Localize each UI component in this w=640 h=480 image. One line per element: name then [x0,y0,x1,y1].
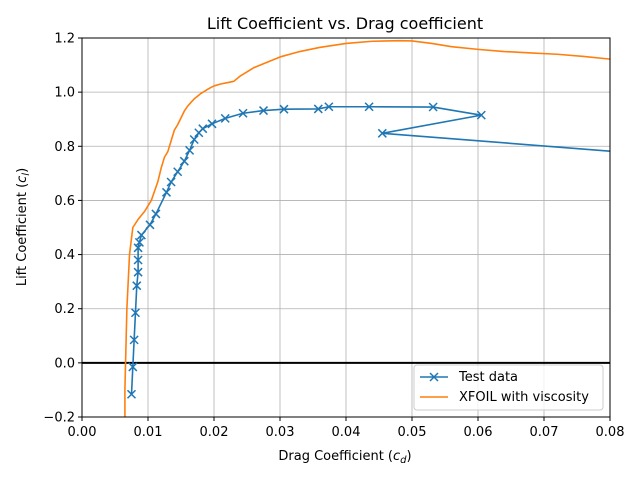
data-point-test-data-29 [476,110,486,120]
data-point-test-data-1 [128,362,138,372]
data-point-test-data-15 [179,156,189,166]
x-tick-label-1: 0.01 [134,425,163,440]
x-tick-label-8: 0.08 [596,425,625,440]
data-point-test-data-8 [134,237,144,247]
data-point-test-data-28 [428,102,438,112]
series-line-xfoil [124,39,610,417]
data-point-test-data-26 [324,102,334,112]
legend-marker-test-data [429,372,439,382]
data-point-test-data-20 [207,119,217,129]
data-point-test-data-17 [189,134,199,145]
data-point-test-data-12 [161,187,172,197]
x-tick-label-7: 0.07 [530,425,559,440]
y-tick-label-5: 0.8 [54,140,75,155]
data-point-test-data-13 [166,177,176,187]
y-tick-label-2: 0.2 [54,302,75,317]
series-group [124,39,610,417]
data-point-test-data-3 [130,308,140,318]
y-tick-label-4: 0.6 [54,194,75,209]
data-point-test-data-4 [132,281,142,291]
x-tick-label-4: 0.04 [332,425,361,440]
x-tick-label-2: 0.02 [200,425,229,440]
data-point-test-data-9 [136,230,146,240]
data-point-test-data-27 [364,102,374,112]
y-tick-label-6: 1.0 [54,86,75,101]
y-tick-label-0: −0.2 [43,411,75,426]
legend-box [413,364,604,411]
data-point-test-data-5 [133,267,143,277]
data-point-test-data-14 [173,167,183,177]
x-tick-label-6: 0.06 [464,425,493,440]
data-point-test-data-11 [151,209,161,219]
data-point-test-data-24 [279,104,289,114]
y-axis-label: Lift Coefficient (cl) [15,168,32,286]
legend-label-xfoil: XFOIL with viscosity [459,390,589,405]
data-point-test-data-0 [126,389,137,399]
data-point-test-data-25 [313,104,323,114]
data-point-test-data-30 [377,128,387,138]
x-tick-label-3: 0.03 [266,425,295,440]
y-tick-label-7: 1.2 [54,32,75,47]
data-point-test-data-22 [238,108,248,118]
y-tick-label-3: 0.4 [54,248,75,263]
data-point-test-data-6 [133,255,143,265]
data-point-test-data-21 [220,113,230,123]
data-point-test-data-2 [129,335,139,345]
legend: Test data XFOIL with viscosity [413,364,604,411]
x-axis-label: Drag Coefficient (cd) [278,449,411,466]
y-tick-label-1: 0.0 [54,356,75,371]
data-point-test-data-19 [198,124,208,134]
chart-title: Lift Coefficient vs. Drag coefficient [207,14,483,33]
series-line-test-data [130,105,610,395]
x-tick-label-5: 0.05 [398,425,427,440]
data-point-test-data-16 [185,145,195,155]
ticks: 0.00 0.01 0.02 0.03 0.04 0.05 0.06 0.07 0.08 −0.2… [43,32,624,441]
grid [81,37,611,418]
legend-label-test-data: Test data [458,370,518,385]
data-point-test-data-7 [133,243,143,253]
data-point-test-data-23 [258,106,269,116]
x-tick-label-0: 0.00 [68,425,97,440]
data-point-test-data-10 [145,220,155,230]
